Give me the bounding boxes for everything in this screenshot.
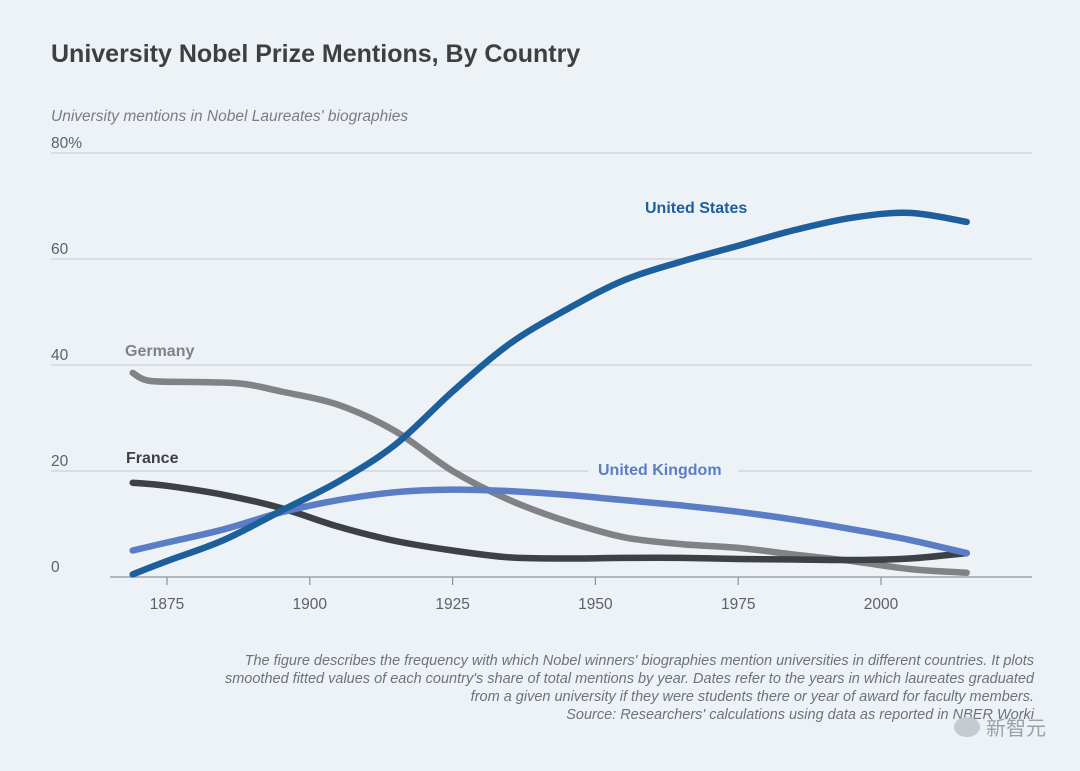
y-tick-label: 60 [51, 241, 69, 258]
figure-note: The figure describes the frequency with … [34, 652, 1034, 724]
series-lines [129, 209, 970, 578]
note-line: smoothed fitted values of each country's… [224, 671, 1034, 687]
gridlines [51, 152, 1032, 578]
note-line: The figure describes the frequency with … [244, 653, 1034, 669]
series-label-france: France [126, 450, 179, 467]
x-tick-labels: 1875 1900 1925 1950 1975 2000 [150, 577, 899, 613]
wechat-icon [954, 716, 980, 737]
y-tick-label: 80% [51, 135, 82, 152]
series-line-germany [129, 369, 970, 577]
watermark-text: 新智元 [986, 718, 1046, 740]
note-line: from a given university if they were stu… [470, 689, 1034, 705]
x-tick-label: 1950 [578, 596, 613, 613]
y-tick-labels: 80% 60 40 20 0 [51, 135, 82, 576]
x-tick-label: 1875 [150, 596, 184, 613]
series-line-united-states [129, 209, 970, 578]
series-label-united-kingdom: United Kingdom [598, 462, 722, 479]
y-tick-label: 20 [51, 453, 69, 470]
series-label-united-states: United States [645, 200, 747, 217]
x-tick-label: 2000 [864, 596, 899, 613]
x-tick-label: 1900 [293, 596, 328, 613]
series-line-united-kingdom [129, 486, 970, 557]
series-labels: United States Germany France United Kingdom [125, 200, 747, 482]
line-chart: 80% 60 40 20 0 1875 1900 1925 1950 1975 2000 Unit… [51, 135, 1032, 613]
series-label-background [588, 458, 738, 482]
series-line-france [129, 479, 970, 564]
note-line: Source: Researchers' calculations using … [566, 707, 1034, 723]
x-tick-label: 1925 [435, 596, 469, 613]
y-axis-label: University mentions in Nobel Laureates' … [51, 108, 409, 125]
y-tick-label: 40 [51, 347, 69, 364]
y-tick-label: 0 [51, 559, 60, 576]
x-tick-label: 1975 [721, 596, 755, 613]
chart-title: University Nobel Prize Mentions, By Coun… [51, 40, 581, 68]
watermark: 新智元 [954, 712, 1046, 741]
series-label-germany: Germany [125, 343, 194, 360]
